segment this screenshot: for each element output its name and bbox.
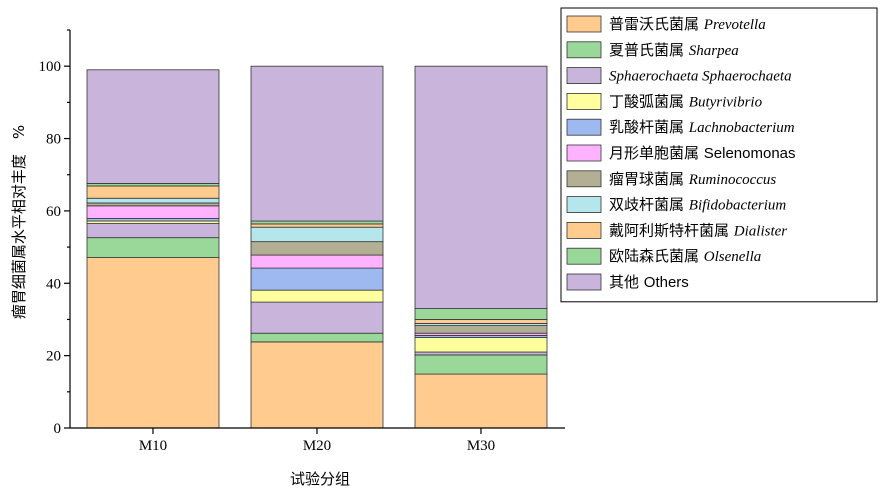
- legend-entry: 欧陆森氏菌属 Olsenella: [609, 247, 761, 265]
- legend-entry: 月形单胞菌属 Selenomonas: [609, 144, 796, 162]
- legend: 普雷沃氏菌属 Prevotella 夏普氏菌属 Sharpea Sphaerocha…: [560, 7, 878, 303]
- bar-segment-m10-series-9: [86, 185, 220, 199]
- bar-segment-m10-series-8: [86, 197, 220, 204]
- bar-segment-m20-series-10: [250, 220, 384, 225]
- bar-segment-m10-series-3: [86, 223, 220, 239]
- bar-segment-m10-series-6: [86, 205, 220, 219]
- stacked-bars: [86, 65, 548, 429]
- bar-segment-m30-series-4: [414, 337, 548, 353]
- y-axis-title: 瘤胃细菌属水平相对丰度 %: [10, 125, 28, 319]
- legend-entry: 其他 Others: [609, 273, 689, 291]
- legend-swatch: [566, 118, 602, 136]
- bar-segment-m20-series-1: [250, 341, 384, 429]
- bar-segment-m20-series-6: [250, 254, 384, 269]
- legend-swatch: [566, 196, 602, 214]
- x-tick-label: M10: [139, 438, 167, 454]
- legend-box: [560, 7, 878, 303]
- bar-segment-m30-series-3: [414, 351, 548, 356]
- bar-segment-m20-series-4: [250, 289, 384, 303]
- axes: 0 20 40 60 80 100 M10 M20 M30: [39, 29, 565, 454]
- bar-segment-m20-series-9: [250, 223, 384, 228]
- bar-segment-m10-series-11: [86, 69, 220, 184]
- bar-segment-m20-series-2: [250, 332, 384, 343]
- legend-entry: 普雷沃氏菌属 Prevotella: [609, 15, 766, 33]
- legend-swatch: [566, 15, 602, 33]
- legend-swatch: [566, 273, 602, 291]
- bar-segment-m10-series-7: [86, 202, 220, 207]
- legend-swatch: [566, 221, 602, 239]
- y-tick-label: 100: [39, 59, 62, 75]
- x-tick-label: M30: [467, 438, 495, 454]
- bar-segment-m20-series-11: [250, 65, 384, 222]
- legend-entry: Sphaerochaeta Sphaerochaeta: [609, 69, 792, 85]
- bar-segment-m20-series-5: [250, 267, 384, 291]
- y-tick-label: 80: [46, 132, 61, 148]
- bar-segment-m30-series-1: [414, 373, 548, 429]
- legend-entry: 戴阿利斯特杆菌属 Dialister: [609, 221, 787, 239]
- legend-swatch: [566, 93, 602, 110]
- legend-entry: 夏普氏菌属 Sharpea: [609, 41, 739, 59]
- bar-segment-m20-series-8: [250, 226, 384, 243]
- bar-segment-m30-series-10: [414, 308, 548, 320]
- x-axis-title: 试验分组: [290, 470, 350, 488]
- bar-segment-m30-series-7: [414, 325, 548, 334]
- x-tick-label: M20: [303, 438, 331, 454]
- legend-swatch: [566, 41, 602, 59]
- bar-segment-m20-series-7: [250, 241, 384, 256]
- bar-segment-m30-series-11: [414, 65, 548, 309]
- legend-swatch: [566, 67, 602, 84]
- legend-swatch: [566, 170, 602, 188]
- legend-entry: 双歧杆菌属 Bifidobacterium: [609, 196, 786, 214]
- bar-segment-m10-series-1: [86, 257, 220, 429]
- y-tick-label: 0: [54, 421, 62, 437]
- y-tick-label: 40: [46, 276, 61, 292]
- legend-entry: 丁酸弧菌属 Butyrivibrio: [609, 92, 763, 110]
- y-tick-label: 20: [46, 349, 61, 365]
- legend-swatch: [566, 247, 602, 265]
- legend-swatch: [566, 144, 602, 162]
- y-tick-label: 60: [46, 204, 61, 220]
- legend-entry: 瘤胃球菌属 Ruminococcus: [609, 170, 776, 188]
- bar-segment-m30-series-9: [414, 319, 548, 324]
- legend-entry: 乳酸杆菌属 Lachnobacterium: [609, 118, 795, 136]
- bar-segment-m10-series-2: [86, 237, 220, 258]
- bar-segment-m30-series-2: [414, 354, 548, 375]
- bar-segment-m20-series-3: [250, 301, 384, 334]
